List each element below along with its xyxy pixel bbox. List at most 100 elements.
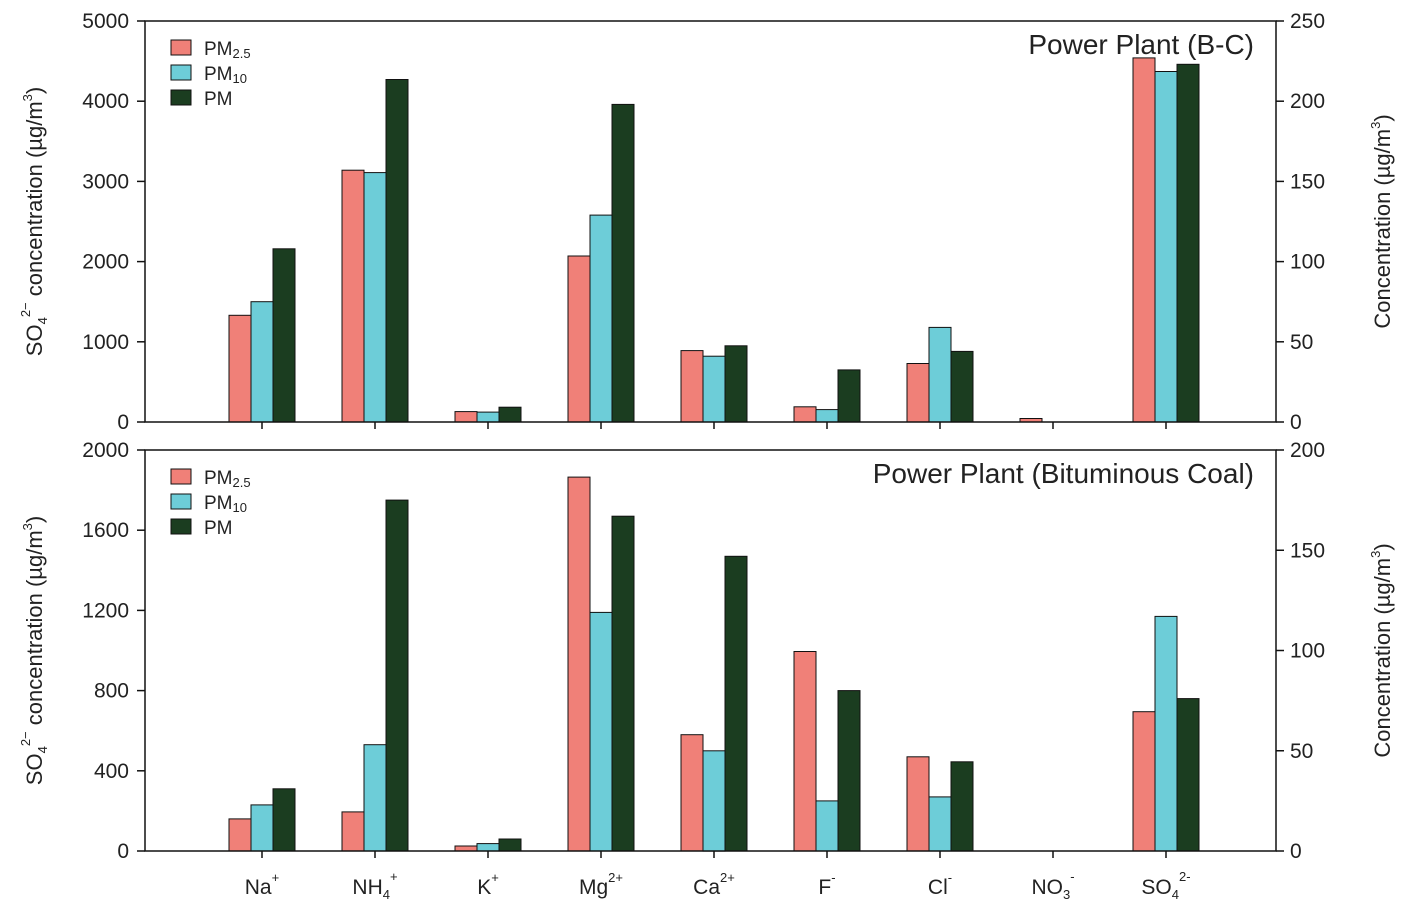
y-left-tick-label: 1600	[82, 519, 129, 542]
bars	[228, 57, 1200, 423]
bar-PM2.5-F-	[793, 406, 817, 423]
legend-label: PM10	[204, 64, 247, 86]
x-tick-label: SO42-	[1141, 869, 1190, 902]
bar-PM10-Ca2+	[702, 355, 726, 423]
bar-PM2.5-Na+	[228, 818, 252, 852]
y-right-tick-label: 50	[1290, 740, 1313, 763]
legend-swatch	[170, 518, 192, 535]
legend-swatch	[170, 493, 192, 510]
x-tick-label: F-	[818, 870, 835, 899]
bar-PM2.5-NH4+	[341, 169, 365, 423]
legend-label: PM10	[204, 493, 247, 515]
bar-PM10-Mg2+	[589, 214, 613, 423]
bar-PM2.5-Mg2+	[567, 476, 591, 852]
bar-PM-Na+	[272, 248, 296, 423]
y-right-tick-label: 0	[1290, 840, 1302, 863]
x-tick-label: K+	[477, 870, 499, 899]
y-right-tick-label: 200	[1290, 90, 1325, 113]
plot-frame	[144, 20, 1277, 423]
bar-PM-Cl-	[950, 761, 974, 852]
bar-PM10-Ca2+	[702, 750, 726, 852]
x-tick-label: NO3-	[1031, 869, 1074, 902]
bar-PM2.5-Cl-	[906, 756, 930, 852]
x-tick-label: Mg2+	[579, 870, 623, 899]
x-tick-label: Na+	[245, 870, 279, 899]
x-tick-label: Cl-	[928, 870, 952, 899]
legend-swatch	[170, 64, 192, 81]
panel-2: 0 400 800 1200 1600 2000 0 50 100 150 200 Na+ NH4+ K+…	[18, 439, 1395, 902]
y-left-tick-label: 0	[117, 840, 129, 863]
bar-PM-F-	[837, 690, 861, 852]
y-left-tick-label: 1200	[82, 599, 129, 622]
bar-PM10-K+	[476, 843, 500, 852]
bar-PM10-SO4 2-	[1154, 615, 1178, 852]
y-left-axis-label: SO42− concentration (µg/m3)	[18, 87, 50, 356]
legend: PM2.5 PM10 PM	[170, 468, 251, 539]
bar-PM-Mg2+	[611, 515, 635, 852]
legend-swatch	[170, 39, 192, 56]
bar-PM-F-	[837, 369, 861, 423]
bar-PM-Ca2+	[724, 345, 748, 423]
bar-PM2.5-SO4 2-	[1132, 711, 1156, 852]
bar-PM2.5-F-	[793, 651, 817, 852]
x-tick-label: Ca2+	[693, 870, 735, 899]
y-right-axis-label: Concentration (µg/m3)	[1368, 543, 1395, 757]
x-tick-label: NH4+	[352, 869, 397, 902]
y-left-tick-label: 2000	[82, 439, 129, 462]
legend-label: PM2.5	[204, 468, 251, 490]
y-left-tick-label: 2000	[82, 251, 129, 274]
legend: PM2.5 PM10 PM	[170, 39, 251, 110]
y-right-tick-label: 100	[1290, 251, 1325, 274]
bar-PM-K+	[498, 838, 522, 852]
bar-PM2.5-K+	[454, 411, 478, 423]
bar-PM-Mg2+	[611, 103, 635, 423]
legend-label: PM	[204, 89, 233, 110]
y-left-tick-label: 3000	[82, 170, 129, 193]
bar-PM10-SO4 2-	[1154, 71, 1178, 423]
bar-PM10-Na+	[250, 301, 274, 423]
bars	[228, 476, 1200, 852]
bar-PM10-Mg2+	[589, 611, 613, 852]
legend-swatch	[170, 89, 192, 106]
bar-PM2.5-Na+	[228, 314, 252, 423]
bar-PM10-Cl-	[928, 326, 952, 423]
y-right-tick-label: 250	[1290, 10, 1325, 33]
y-right-tick-label: 100	[1290, 640, 1325, 663]
y-left-tick-label: 1000	[82, 331, 129, 354]
panel-1: 0 1000 2000 3000 4000 5000 0 50 100 150 200 250 Powe…	[18, 10, 1395, 434]
y-right-tick-label: 50	[1290, 331, 1313, 354]
bar-PM-Cl-	[950, 350, 974, 423]
bar-PM2.5-Mg2+	[567, 255, 591, 423]
legend-label: PM2.5	[204, 39, 251, 61]
bar-PM-SO4 2-	[1176, 63, 1200, 423]
bar-PM10-NH4+	[363, 172, 387, 423]
y-right-tick-label: 200	[1290, 439, 1325, 462]
bar-PM-NH4+	[385, 499, 409, 852]
y-left-tick-label: 5000	[82, 10, 129, 33]
bar-PM10-Na+	[250, 804, 274, 852]
y-left-tick-label: 0	[117, 411, 129, 434]
legend-swatch	[170, 468, 192, 485]
y-left-axis-label: SO42− concentration (µg/m3)	[18, 516, 50, 785]
bar-PM2.5-Ca2+	[680, 350, 704, 423]
y-left-tick-label: 400	[94, 760, 129, 783]
y-left-tick-label: 4000	[82, 90, 129, 113]
bar-PM-SO4 2-	[1176, 698, 1200, 852]
bar-PM-NH4+	[385, 79, 409, 423]
bar-PM2.5-Cl-	[906, 363, 930, 423]
bar-PM-Na+	[272, 788, 296, 852]
y-right-axis-label: Concentration (µg/m3)	[1368, 114, 1395, 328]
bar-PM10-Cl-	[928, 796, 952, 852]
y-right-tick-label: 150	[1290, 170, 1325, 193]
bar-PM2.5-SO4 2-	[1132, 57, 1156, 423]
bar-PM2.5-NH4+	[341, 811, 365, 852]
bar-PM10-F-	[815, 409, 839, 423]
panel-title: Power Plant (B-C)	[1028, 29, 1254, 60]
bar-PM-Ca2+	[724, 555, 748, 852]
bar-PM10-NH4+	[363, 744, 387, 852]
y-right-tick-label: 150	[1290, 539, 1325, 562]
bar-PM10-K+	[476, 411, 500, 423]
bar-PM2.5-Ca2+	[680, 734, 704, 852]
panel-title: Power Plant (Bituminous Coal)	[873, 458, 1254, 489]
